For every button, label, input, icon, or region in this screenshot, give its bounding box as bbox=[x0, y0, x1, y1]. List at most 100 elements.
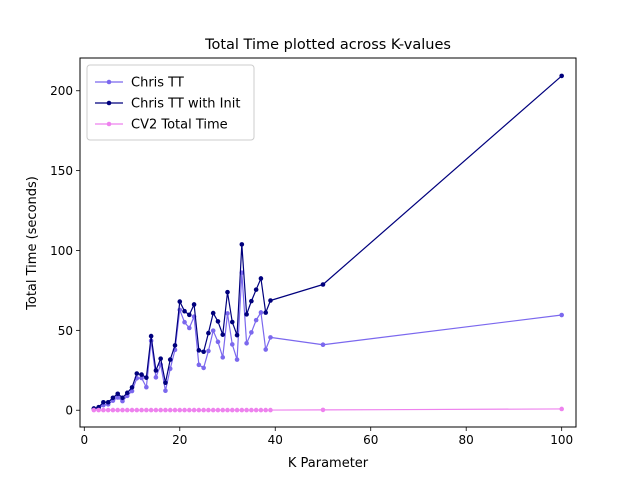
data-point-cv2-total-time bbox=[144, 407, 149, 413]
data-point-chris-tt-with-init bbox=[229, 319, 235, 325]
x-axis-label: K Parameter bbox=[288, 456, 369, 471]
legend-entry-chris-tt-with-init: Chris TT with Init bbox=[95, 97, 240, 112]
y-axis-label: Total Time (seconds) bbox=[25, 176, 40, 311]
legend-box bbox=[86, 64, 255, 141]
data-point-chris-tt-with-init bbox=[239, 242, 245, 247]
data-point-cv2-total-time bbox=[258, 407, 264, 413]
series-line-cv2-total-time bbox=[93, 408, 562, 411]
data-point-chris-tt bbox=[196, 362, 202, 368]
data-point-cv2-total-time bbox=[187, 407, 192, 413]
data-point-chris-tt bbox=[115, 395, 121, 400]
x-tick-label: 40 bbox=[268, 433, 283, 447]
series-chris-tt-with-init bbox=[91, 73, 564, 411]
series-line-chris-tt-with-init bbox=[93, 75, 563, 410]
data-point-cv2-total-time bbox=[206, 407, 211, 413]
data-point-cv2-total-time bbox=[253, 407, 259, 413]
data-point-chris-tt bbox=[144, 384, 149, 390]
series-line-chris-tt bbox=[93, 272, 562, 410]
data-point-chris-tt bbox=[187, 325, 192, 331]
data-point-chris-tt-with-init bbox=[234, 332, 240, 338]
data-point-chris-tt-with-init bbox=[101, 399, 106, 405]
data-point-chris-tt-with-init bbox=[201, 349, 206, 355]
data-point-chris-tt-with-init bbox=[225, 289, 230, 295]
data-point-chris-tt bbox=[220, 355, 226, 360]
data-point-chris-tt bbox=[120, 398, 125, 404]
data-point-cv2-total-time bbox=[196, 407, 202, 413]
legend-marker-cv2-total-time bbox=[106, 121, 112, 127]
data-point-chris-tt-with-init bbox=[215, 319, 221, 324]
data-point-cv2-total-time bbox=[249, 407, 254, 413]
y-tick-label: 150 bbox=[50, 164, 73, 178]
data-point-chris-tt-with-init bbox=[129, 385, 135, 390]
data-point-cv2-total-time bbox=[96, 407, 101, 413]
legend-marker-chris-tt bbox=[106, 79, 112, 85]
data-point-chris-tt bbox=[163, 388, 168, 394]
data-point-chris-tt-with-init bbox=[124, 390, 130, 396]
data-point-cv2-total-time bbox=[234, 407, 240, 413]
data-point-chris-tt bbox=[206, 348, 211, 354]
data-point-chris-tt bbox=[320, 342, 326, 348]
data-point-cv2-total-time bbox=[167, 407, 173, 413]
data-point-cv2-total-time bbox=[101, 407, 106, 413]
data-point-cv2-total-time bbox=[172, 407, 178, 413]
data-point-chris-tt-with-init bbox=[105, 399, 111, 405]
data-point-chris-tt-with-init bbox=[210, 310, 216, 316]
data-point-chris-tt bbox=[215, 339, 221, 345]
data-point-cv2-total-time bbox=[268, 407, 273, 413]
data-point-chris-tt-with-init bbox=[249, 298, 254, 304]
axes-ticks: 0 20 40 60 80 100 0 50 100 150 200 bbox=[50, 84, 573, 447]
data-point-chris-tt-with-init bbox=[134, 371, 140, 376]
data-point-chris-tt bbox=[139, 375, 144, 381]
data-point-chris-tt-with-init bbox=[244, 312, 249, 317]
data-point-cv2-total-time bbox=[105, 407, 111, 413]
data-point-chris-tt bbox=[244, 341, 249, 346]
data-point-chris-tt bbox=[263, 347, 269, 352]
data-point-chris-tt bbox=[201, 365, 206, 371]
data-point-chris-tt-with-init bbox=[253, 287, 259, 292]
data-point-cv2-total-time bbox=[177, 407, 183, 413]
data-point-cv2-total-time bbox=[263, 407, 269, 413]
data-point-chris-tt-with-init bbox=[258, 276, 264, 281]
legend-entry-chris-tt: Chris TT bbox=[95, 76, 184, 91]
x-tick-label: 100 bbox=[550, 433, 573, 447]
data-point-chris-tt bbox=[234, 357, 240, 362]
series-cv2-total-time bbox=[91, 406, 564, 413]
chart-title: Total Time plotted across K-values bbox=[204, 37, 451, 53]
legend-marker-chris-tt-with-init bbox=[106, 100, 112, 106]
data-point-cv2-total-time bbox=[139, 407, 144, 413]
data-point-cv2-total-time bbox=[134, 407, 140, 413]
data-point-chris-tt-with-init bbox=[167, 357, 173, 362]
y-tick-label: 50 bbox=[58, 324, 73, 338]
y-tick-label: 200 bbox=[50, 84, 73, 98]
data-point-cv2-total-time bbox=[215, 407, 221, 413]
data-point-chris-tt-with-init bbox=[187, 312, 192, 318]
data-point-chris-tt-with-init bbox=[263, 310, 269, 315]
data-point-chris-tt-with-init bbox=[148, 333, 154, 339]
data-point-cv2-total-time bbox=[120, 407, 125, 413]
data-point-cv2-total-time bbox=[163, 407, 168, 413]
data-point-chris-tt bbox=[153, 375, 159, 380]
data-point-chris-tt-with-init bbox=[144, 375, 149, 380]
data-point-cv2-total-time bbox=[148, 407, 154, 413]
data-point-cv2-total-time bbox=[158, 407, 163, 413]
data-point-chris-tt-with-init bbox=[182, 308, 187, 314]
data-point-cv2-total-time bbox=[124, 407, 130, 413]
plot-frame bbox=[79, 57, 577, 428]
data-point-cv2-total-time bbox=[129, 407, 135, 413]
x-tick-label: 20 bbox=[172, 433, 187, 447]
data-point-chris-tt-with-init bbox=[153, 368, 159, 373]
data-point-chris-tt-with-init bbox=[163, 380, 168, 386]
data-point-chris-tt-with-init bbox=[191, 302, 197, 307]
data-point-chris-tt-with-init bbox=[206, 330, 211, 336]
data-point-chris-tt-with-init bbox=[158, 356, 163, 361]
y-tick-label: 0 bbox=[65, 404, 73, 418]
data-point-chris-tt-with-init bbox=[172, 343, 178, 348]
data-point-chris-tt bbox=[129, 388, 135, 394]
data-point-chris-tt bbox=[253, 317, 259, 323]
data-point-cv2-total-time bbox=[91, 407, 97, 413]
data-point-chris-tt-with-init bbox=[110, 395, 116, 401]
data-point-chris-tt-with-init bbox=[177, 299, 183, 304]
data-point-chris-tt bbox=[258, 310, 264, 315]
